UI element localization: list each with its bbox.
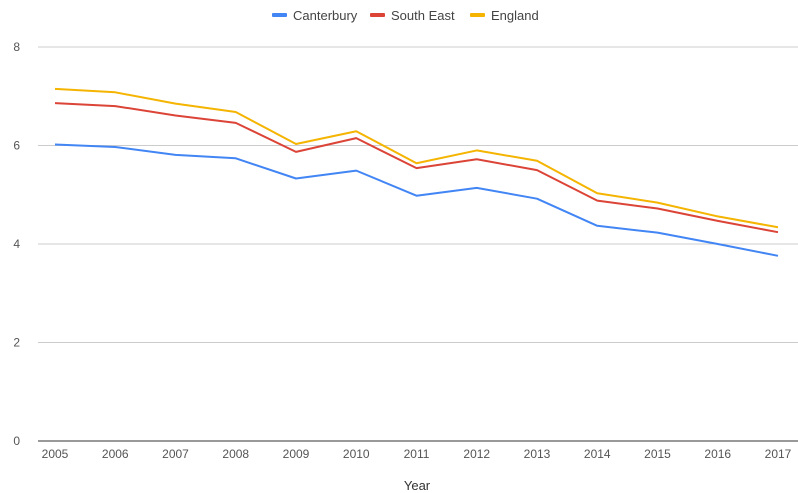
x-tick-label: 2010 bbox=[343, 447, 370, 461]
series-line-south-east bbox=[55, 103, 778, 232]
x-tick-label: 2007 bbox=[162, 447, 189, 461]
series-line-canterbury bbox=[55, 145, 778, 256]
grid bbox=[38, 47, 798, 441]
x-tick-label: 2009 bbox=[283, 447, 310, 461]
x-tick-label: 2013 bbox=[524, 447, 551, 461]
legend-label: South East bbox=[391, 8, 455, 23]
y-tick-label: 2 bbox=[13, 336, 20, 350]
x-tick-label: 2005 bbox=[42, 447, 69, 461]
y-tick-label: 0 bbox=[13, 434, 20, 448]
x-tick-label: 2008 bbox=[222, 447, 249, 461]
x-tick-label: 2011 bbox=[404, 447, 430, 461]
y-tick-label: 6 bbox=[13, 139, 20, 153]
x-tick-label: 2015 bbox=[644, 447, 671, 461]
legend-swatch bbox=[272, 13, 287, 17]
x-tick-label: 2017 bbox=[765, 447, 792, 461]
legend-swatch bbox=[470, 13, 485, 17]
series-line-england bbox=[55, 89, 778, 227]
x-axis-ticks: 2005 2006 2007 2008 2009 2010 2011 2012 2013 2014… bbox=[42, 447, 792, 461]
x-tick-label: 2016 bbox=[704, 447, 731, 461]
x-tick-label: 2006 bbox=[102, 447, 129, 461]
y-tick-label: 8 bbox=[13, 40, 20, 54]
legend-label: England bbox=[491, 8, 539, 23]
series-lines bbox=[55, 89, 778, 256]
x-axis-title: Year bbox=[404, 478, 431, 493]
y-axis-ticks: 0 2 4 6 8 bbox=[13, 40, 20, 448]
legend-label: Canterbury bbox=[293, 8, 358, 23]
y-tick-label: 4 bbox=[13, 237, 20, 251]
legend: Canterbury South East England bbox=[272, 8, 539, 23]
x-tick-label: 2012 bbox=[463, 447, 490, 461]
legend-swatch bbox=[370, 13, 385, 17]
x-tick-label: 2014 bbox=[584, 447, 611, 461]
